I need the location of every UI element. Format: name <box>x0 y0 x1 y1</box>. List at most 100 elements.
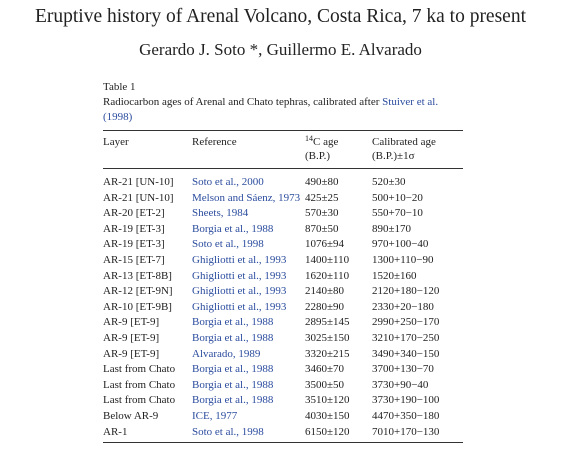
header-row: Layer Reference 14C age (B.P.) Calibrated… <box>103 131 463 169</box>
table-cell: AR-1 <box>103 425 128 438</box>
header-text: C age <box>313 136 339 148</box>
table-cell: AR-19 [ET-3] <box>103 238 165 251</box>
table-cell: ICE, 1977 <box>192 409 305 425</box>
table-cell: Borgia et al., 1988 <box>192 378 305 394</box>
column-header: Layer <box>103 136 129 148</box>
table-row: AR-9 [ET-9] Alvarado, 1989 3320±215 3490+34… <box>103 347 463 363</box>
table-row: AR-15 [ET-7] Ghigliotti et al., 1993 1400±… <box>103 253 463 269</box>
superscript: 14 <box>305 134 313 143</box>
table-cell: Alvarado, 1989 <box>192 347 305 363</box>
table-cell: 520±30 <box>372 176 406 188</box>
table-cell: AR-13 [ET-8B] <box>103 269 172 282</box>
reference-link[interactable]: Borgia et al., 1988 <box>192 394 274 407</box>
table-cell: Sheets, 1984 <box>192 206 305 222</box>
table-cell: Soto et al., 1998 <box>192 237 305 253</box>
table-cell: 890±170 <box>372 222 412 235</box>
table-cell: 500+10−20 <box>372 191 423 204</box>
table-cell: Soto et al., 2000 <box>192 169 305 191</box>
table-cell: AR-10 [ET-9B] <box>103 300 172 313</box>
table: Layer Reference 14C age (B.P.) Calibrated… <box>103 131 463 443</box>
reference-link[interactable]: Soto et al., 2000 <box>192 176 264 188</box>
table-cell: Soto et al., 1998 <box>192 425 305 443</box>
table-row: AR-9 [ET-9] Borgia et al., 1988 3025±150 32… <box>103 331 463 347</box>
table-cell: 3025±150 <box>305 331 350 344</box>
table-row: AR-13 [ET-8B] Ghigliotti et al., 1993 1620… <box>103 269 463 285</box>
table-cell: 3700+130−70 <box>372 363 434 376</box>
reference-link[interactable]: Soto et al., 1998 <box>192 238 264 251</box>
table-head: Layer Reference 14C age (B.P.) Calibrated… <box>103 131 463 169</box>
reference-link[interactable]: Ghigliotti et al., 1993 <box>192 269 287 282</box>
top-rule <box>103 130 463 131</box>
table-cell: 6150±120 <box>305 425 350 438</box>
table-row: AR-10 [ET-9B] Ghigliotti et al., 1993 2280… <box>103 300 463 316</box>
table-cell: AR-9 [ET-9] <box>103 347 160 360</box>
reference-link[interactable]: Ghigliotti et al., 1993 <box>192 253 287 266</box>
table-cell: Borgia et al., 1988 <box>192 222 305 238</box>
header-unit: (B.P.) <box>305 150 331 162</box>
table-cell: Ghigliotti et al., 1993 <box>192 253 305 269</box>
table-cell: 4470+350−180 <box>372 409 440 422</box>
table-cell: AR-9 [ET-9] <box>103 316 160 329</box>
table-cell: Borgia et al., 1988 <box>192 331 305 347</box>
reference-link[interactable]: Sheets, 1984 <box>192 207 249 220</box>
table-cell: Ghigliotti et al., 1993 <box>192 269 305 285</box>
table-row: AR-21 [UN-10] Melson and Sáenz, 1973 425±2… <box>103 191 463 207</box>
table-cell: Ghigliotti et al., 1993 <box>192 284 305 300</box>
table-label: Table 1 <box>103 81 136 93</box>
table-cell: 1620±110 <box>305 269 350 282</box>
table-row: Last from Chato Borgia et al., 1988 3460±7… <box>103 362 463 378</box>
table-row: AR-1 Soto et al., 1998 6150±120 7010+170−13… <box>103 425 463 443</box>
table-row: AR-19 [ET-3] Soto et al., 1998 1076±94 970+… <box>103 237 463 253</box>
reference-link[interactable]: ICE, 1977 <box>192 409 238 422</box>
reference-link[interactable]: Melson and Sáenz, 1973 <box>192 191 301 204</box>
column-header: Calibrated age (B.P.)±1σ <box>372 131 463 169</box>
table-cell: AR-15 [ET-7] <box>103 253 165 266</box>
table-row: Below AR-9 ICE, 1977 4030±150 4470+350−180 <box>103 409 463 425</box>
table-body: AR-21 [UN-10] Soto et al., 2000 490±80 520±… <box>103 168 463 443</box>
reference-link[interactable]: Alvarado, 1989 <box>192 347 261 360</box>
table-cell: 3730+190−100 <box>372 394 440 407</box>
table-caption: Radiocarbon ages of Arenal and Chato tep… <box>103 95 458 125</box>
table-cell: 570±30 <box>305 207 339 220</box>
table-cell: 3730+90−40 <box>372 378 429 391</box>
reference-link[interactable]: Ghigliotti et al., 1993 <box>192 285 287 298</box>
reference-link[interactable]: Borgia et al., 1988 <box>192 222 274 235</box>
table-cell: AR-20 [ET-2] <box>103 207 165 220</box>
table-cell: 7010+170−130 <box>372 425 440 438</box>
table-cell: 2140±80 <box>305 285 345 298</box>
table-row: AR-20 [ET-2] Sheets, 1984 570±30 550+70−10 <box>103 206 463 222</box>
reference-link[interactable]: Borgia et al., 1988 <box>192 316 274 329</box>
table-cell: 3460±70 <box>305 363 345 376</box>
table-cell: AR-21 [UN-10] <box>103 191 174 204</box>
table-cell: Last from Chato <box>103 363 176 376</box>
reference-link[interactable]: Borgia et al., 1988 <box>192 331 274 344</box>
reference-link[interactable]: Borgia et al., 1988 <box>192 378 274 391</box>
table-cell: 4030±150 <box>305 409 350 422</box>
caption-link[interactable]: Stuiver et al. (1998) <box>103 96 439 123</box>
reference-link[interactable]: Ghigliotti et al., 1993 <box>192 300 287 313</box>
table-cell: Borgia et al., 1988 <box>192 362 305 378</box>
table-cell: 490±80 <box>305 176 339 188</box>
table-cell: 870±50 <box>305 222 339 235</box>
table-cell: 3490+340−150 <box>372 347 440 360</box>
reference-link[interactable]: Soto et al., 1998 <box>192 425 264 438</box>
table-cell: Ghigliotti et al., 1993 <box>192 300 305 316</box>
authors: Gerardo J. Soto *, Guillermo E. Alvarado <box>139 40 422 59</box>
table-cell: 2280±90 <box>305 300 345 313</box>
reference-link[interactable]: Borgia et al., 1988 <box>192 363 274 376</box>
paper-title: Eruptive history of Arenal Volcano, Cost… <box>34 6 526 27</box>
table-cell: Last from Chato <box>103 378 176 391</box>
table-row: Last from Chato Borgia et al., 1988 3510±1… <box>103 393 463 409</box>
table-cell: 3210+170−250 <box>372 331 440 344</box>
table-cell: AR-19 [ET-3] <box>103 222 165 235</box>
table-cell: 3320±215 <box>305 347 350 360</box>
table-cell: 2330+20−180 <box>372 300 434 313</box>
table-cell: 2990+250−170 <box>372 316 440 329</box>
column-header: 14C age (B.P.) <box>305 131 372 169</box>
column-header: Reference <box>192 136 237 148</box>
table-cell: Below AR-9 <box>103 409 159 422</box>
table-cell: Last from Chato <box>103 394 176 407</box>
header-text: Calibrated age <box>372 136 436 148</box>
table-block: Table 1 Radiocarbon ages of Arenal and C… <box>103 80 463 443</box>
